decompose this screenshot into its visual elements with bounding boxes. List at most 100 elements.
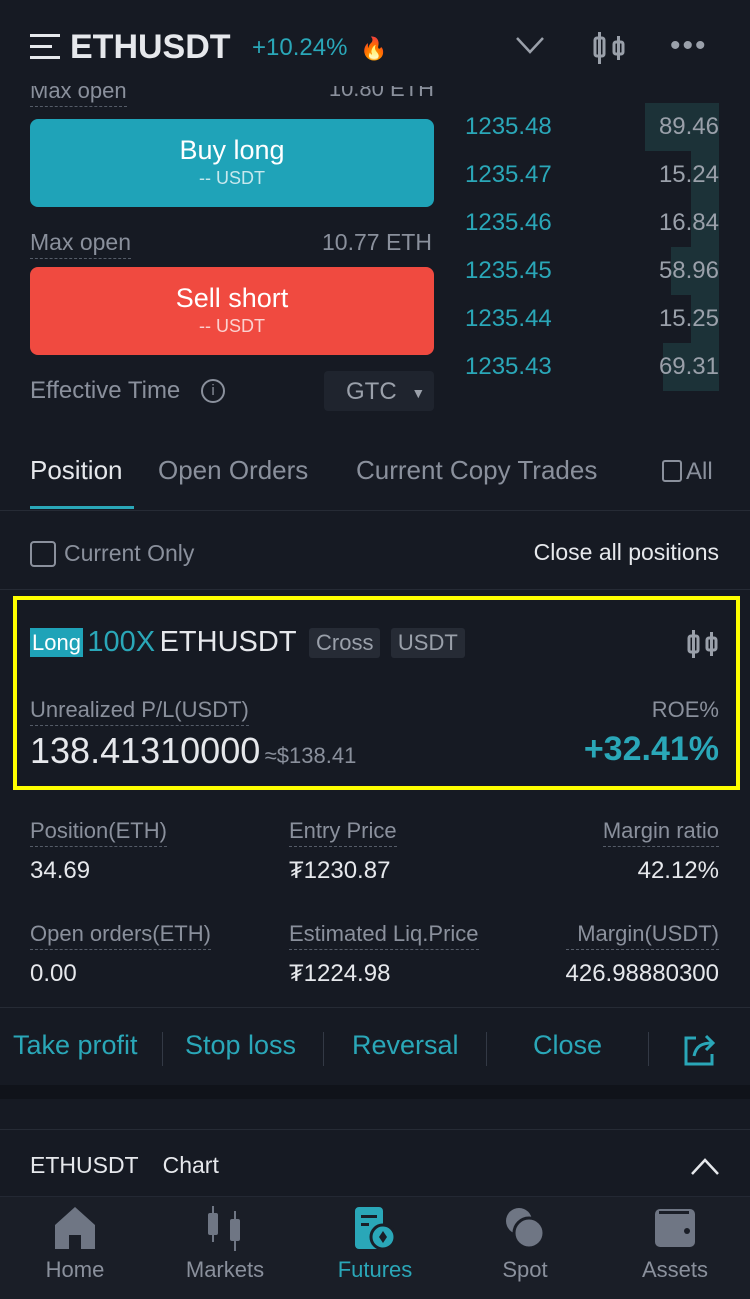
divider bbox=[0, 589, 750, 590]
more-icon[interactable]: ••• bbox=[670, 29, 708, 62]
home-icon bbox=[55, 1207, 95, 1249]
orderbook-price: 1235.43 bbox=[465, 353, 552, 380]
orderbook-price: 1235.48 bbox=[465, 113, 552, 140]
tab-open-orders[interactable]: Open Orders bbox=[158, 455, 309, 485]
sell-short-label: Sell short bbox=[175, 283, 289, 313]
nav-assets-label: Assets bbox=[641, 1257, 709, 1282]
all-button[interactable]: All bbox=[662, 458, 713, 486]
depth-bar bbox=[670, 247, 719, 295]
stat-margin: Margin(USDT) 426.98880300 bbox=[565, 921, 719, 987]
stat-liq-price: Estimated Liq.Price ₮1224.98 bbox=[289, 921, 479, 987]
price-change: +10.24% bbox=[252, 34, 348, 61]
close-all-positions-button[interactable]: Close all positions bbox=[533, 539, 719, 565]
depth-bar bbox=[691, 151, 719, 199]
current-only-label: Current Only bbox=[64, 540, 195, 566]
wallet-icon bbox=[655, 1209, 695, 1247]
spot-icon bbox=[506, 1208, 546, 1250]
position-header: Long 100X ETHUSDT Cross USDT bbox=[30, 626, 465, 659]
nav-spot-label: Spot bbox=[502, 1257, 548, 1282]
all-label: All bbox=[686, 458, 713, 485]
effective-time-label: Effective Time bbox=[30, 377, 181, 404]
side-badge: Long bbox=[30, 627, 83, 657]
nav-home-label: Home bbox=[45, 1257, 105, 1282]
list-icon bbox=[662, 460, 682, 482]
orderbook-row[interactable]: 1235.47 15.24 bbox=[465, 151, 719, 199]
orderbook-row[interactable]: 1235.45 58.96 bbox=[465, 247, 719, 295]
separator bbox=[486, 1032, 487, 1066]
orderbook-price: 1235.46 bbox=[465, 209, 552, 236]
buy-long-amount: -- USDT bbox=[199, 168, 265, 188]
tab-active-indicator bbox=[30, 506, 134, 509]
orderbook-qty: 69.31 bbox=[658, 353, 719, 380]
orderbook-qty: 16.84 bbox=[658, 209, 719, 236]
stat-margin-ratio: Margin ratio 42.12% bbox=[602, 818, 719, 884]
stop-loss-button[interactable]: Stop loss bbox=[185, 1030, 297, 1060]
roe-label: ROE% bbox=[651, 697, 719, 722]
pnl-usd: ≈$138.41 bbox=[264, 743, 357, 768]
menu-icon[interactable] bbox=[30, 34, 60, 60]
checkbox-icon bbox=[30, 541, 56, 567]
symbol-title[interactable]: ETHUSDT bbox=[70, 28, 231, 66]
sell-short-amount: -- USDT bbox=[199, 316, 265, 336]
orderbook-price: 1235.47 bbox=[465, 161, 552, 188]
divider bbox=[0, 1129, 750, 1130]
markets-icon bbox=[208, 1206, 240, 1251]
orderbook-qty: 15.24 bbox=[658, 161, 719, 188]
chart-section-header[interactable]: ETHUSDT Chart bbox=[30, 1152, 219, 1179]
chevron-down-icon[interactable] bbox=[515, 30, 545, 60]
separator bbox=[323, 1032, 324, 1066]
orderbook-row[interactable]: 1235.44 15.25 bbox=[465, 295, 719, 343]
futures-icon bbox=[355, 1207, 397, 1251]
section-gap bbox=[0, 1085, 750, 1099]
orderbook-price: 1235.44 bbox=[465, 305, 552, 332]
nav-assets[interactable]: Assets bbox=[600, 1205, 750, 1283]
position-highlight-box bbox=[13, 596, 740, 790]
orderbook-row[interactable]: 1235.46 16.84 bbox=[465, 199, 719, 247]
depth-bar bbox=[691, 199, 719, 247]
max-open-label-top: Max open bbox=[30, 86, 127, 107]
reversal-button[interactable]: Reversal bbox=[352, 1030, 459, 1060]
orderbook-qty: 58.96 bbox=[658, 257, 719, 284]
candlestick-icon[interactable] bbox=[592, 30, 628, 71]
current-only-checkbox[interactable]: Current Only bbox=[30, 540, 194, 567]
buy-long-label: Buy long bbox=[179, 135, 285, 165]
stat-entry-price: Entry Price ₮1230.87 bbox=[289, 818, 397, 884]
depth-bar bbox=[691, 295, 719, 343]
nav-markets[interactable]: Markets bbox=[150, 1205, 300, 1283]
separator bbox=[648, 1032, 649, 1066]
separator bbox=[162, 1032, 163, 1066]
tab-position[interactable]: Position bbox=[30, 455, 123, 485]
orderbook-qty: 89.46 bbox=[658, 113, 719, 140]
nav-spot[interactable]: Spot bbox=[450, 1205, 600, 1283]
share-icon[interactable] bbox=[682, 1032, 718, 1073]
tab-current-copy-trades[interactable]: Current Copy Trades bbox=[356, 455, 598, 485]
max-open-label: Max open bbox=[30, 229, 132, 259]
caret-down-icon: ▼ bbox=[411, 384, 426, 401]
orderbook-qty: 15.25 bbox=[658, 305, 719, 332]
buy-long-button[interactable]: Buy long -- USDT bbox=[30, 119, 434, 207]
max-open-value-top: 10.80 ETH bbox=[328, 86, 434, 101]
nav-futures[interactable]: Futures bbox=[300, 1205, 450, 1283]
pnl-label: Unrealized P/L(USDT) bbox=[30, 697, 249, 726]
chart-symbol: ETHUSDT bbox=[30, 1152, 139, 1178]
depth-bar bbox=[645, 103, 719, 151]
divider bbox=[0, 1007, 750, 1008]
nav-futures-label: Futures bbox=[337, 1257, 413, 1282]
close-button[interactable]: Close bbox=[533, 1030, 603, 1060]
position-symbol: ETHUSDT bbox=[159, 626, 297, 658]
orderbook-row[interactable]: 1235.48 89.46 bbox=[465, 103, 719, 151]
orderbook-price: 1235.45 bbox=[465, 257, 552, 284]
sell-short-button[interactable]: Sell short -- USDT bbox=[30, 267, 434, 355]
nav-home[interactable]: Home bbox=[0, 1205, 150, 1283]
candlestick-icon[interactable] bbox=[686, 628, 720, 665]
margin-mode-tag: Cross bbox=[309, 627, 381, 658]
pnl-value-row: 138.41310000 ≈$138.41 bbox=[30, 730, 356, 772]
take-profit-button[interactable]: Take profit bbox=[13, 1030, 138, 1060]
info-icon[interactable]: i bbox=[201, 379, 225, 403]
chevron-up-icon[interactable] bbox=[690, 1154, 720, 1181]
nav-markets-label: Markets bbox=[185, 1257, 265, 1282]
settle-tag: USDT bbox=[390, 627, 465, 658]
orderbook-row[interactable]: 1235.43 69.31 bbox=[465, 343, 719, 391]
effective-time-select[interactable]: GTC ▼ bbox=[324, 371, 434, 411]
stat-open-orders: Open orders(ETH) 0.00 bbox=[30, 921, 211, 987]
